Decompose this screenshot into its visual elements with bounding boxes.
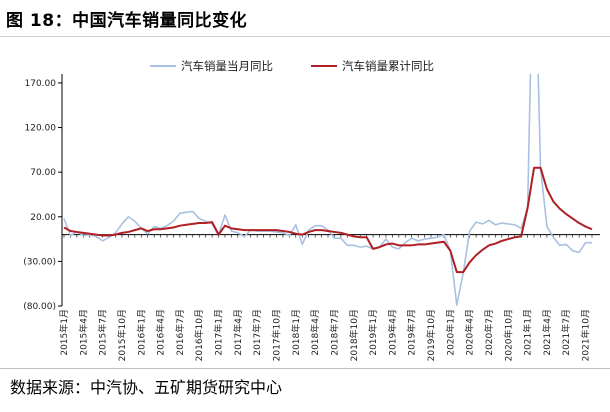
x-tick-label: 2015年7月 <box>97 309 109 356</box>
series-layer <box>63 74 593 306</box>
x-tick-label: 2021年10月 <box>580 309 592 361</box>
x-tick-label: 2017年10月 <box>270 309 282 361</box>
x-tick-label: 2019年1月 <box>367 309 379 356</box>
chart-legend: 汽车销量当月同比 汽车销量累计同比 <box>150 59 434 73</box>
x-tick-label: 2018年10月 <box>348 309 360 361</box>
x-tick-label: 2020年4月 <box>464 309 476 356</box>
x-tick-label: 2016年1月 <box>135 309 147 356</box>
x-tick-label: 2021年7月 <box>560 309 572 356</box>
y-axis: 170.00 120.00 70.00 20.00 (30.00) (80.00) <box>23 74 63 312</box>
x-tick-label: 2018年7月 <box>328 309 340 356</box>
series-line-cumulative <box>63 166 593 274</box>
x-tick-label: 2016年10月 <box>193 309 205 361</box>
line-chart: 汽车销量当月同比 汽车销量累计同比 170.00 120.00 70.00 20.00… <box>23 59 600 361</box>
x-tick-label: 2017年7月 <box>251 309 263 356</box>
x-tick-label: 2016年4月 <box>155 309 167 356</box>
x-tick-label: 2020年1月 <box>444 309 456 356</box>
x-tick-label: 2015年1月 <box>58 309 70 356</box>
x-tick-label: 2019年10月 <box>425 309 437 361</box>
y-tick-label: 70.00 <box>30 168 56 178</box>
y-tick-label: 170.00 <box>25 79 57 89</box>
legend-label-cumulative: 汽车销量累计同比 <box>342 59 434 73</box>
source-divider <box>0 368 610 369</box>
x-tick-label: 2020年10月 <box>502 309 514 361</box>
x-tick-label: 2018年1月 <box>290 309 302 356</box>
title-divider <box>0 36 610 37</box>
figure-title: 图 18：中国汽车销量同比变化 <box>6 11 248 31</box>
x-tick-label: 2016年7月 <box>174 309 186 356</box>
y-tick-label: 20.00 <box>30 213 56 223</box>
x-tick-label: 2018年4月 <box>309 309 321 356</box>
x-axis: 2015年1月 2015年4月 2015年7月 2015年10月 2016年1月 2016… <box>58 234 600 361</box>
series-line-monthly <box>63 74 592 306</box>
x-tick-label: 2020年7月 <box>483 309 495 356</box>
x-tick-label: 2017年4月 <box>232 309 244 356</box>
x-tick-label: 2021年4月 <box>541 309 553 356</box>
x-tick-label: 2019年7月 <box>406 309 418 356</box>
x-tick-label: 2019年4月 <box>386 309 398 356</box>
legend-label-monthly: 汽车销量当月同比 <box>181 59 273 73</box>
y-tick-label: (30.00) <box>23 257 56 267</box>
x-tick-label: 2017年1月 <box>213 309 225 356</box>
x-tick-label: 2015年10月 <box>116 309 128 361</box>
x-tick-label: 2021年1月 <box>522 309 534 356</box>
source-note: 数据来源：中汽协、五矿期货研究中心 <box>10 378 283 397</box>
y-tick-label: (80.00) <box>23 302 56 312</box>
y-tick-label: 120.00 <box>25 124 57 134</box>
x-tick-label: 2015年4月 <box>77 309 89 356</box>
